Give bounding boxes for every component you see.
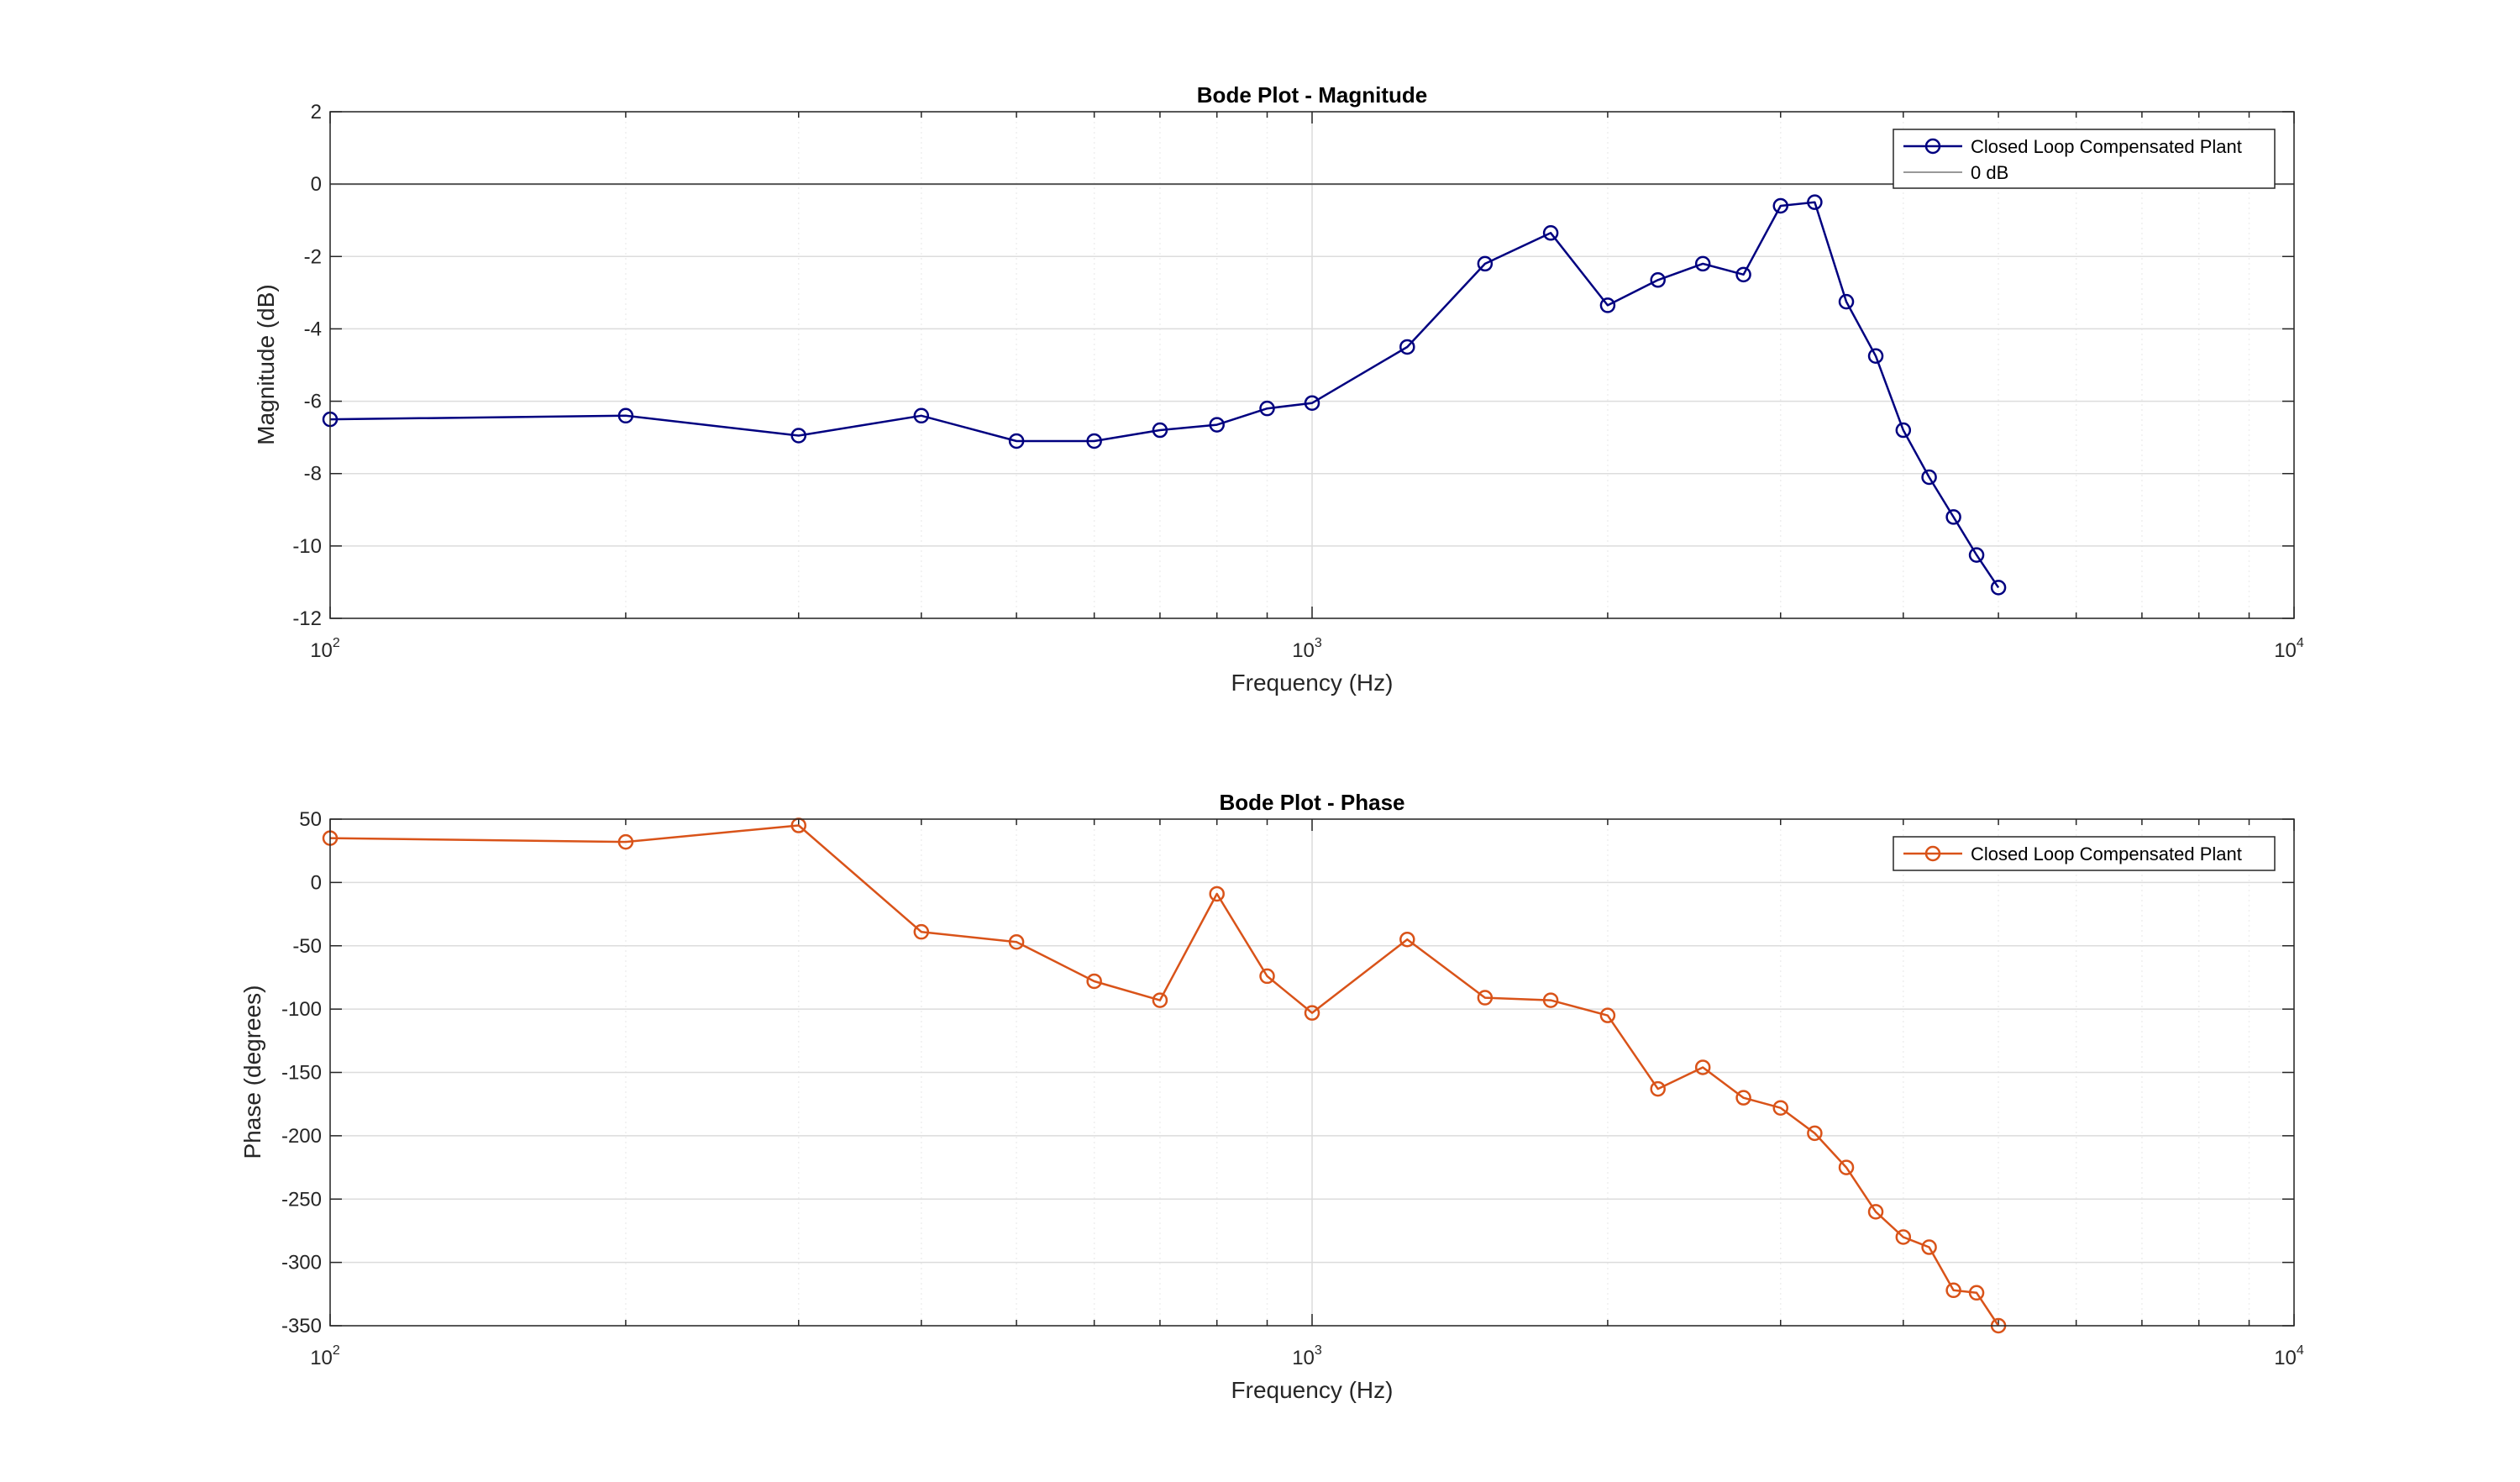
magnitude-data-point [1895, 422, 1912, 439]
phase-data-point [1838, 1159, 1855, 1175]
magnitude-y-tick-label: -10 [292, 535, 322, 558]
phase-chart: -350 -300 -250 -200 -150 -100 -50 0 50 102 103 104… [239, 790, 2304, 1403]
magnitude-data-point [1399, 339, 1415, 355]
magnitude-minor-grid [625, 112, 2250, 618]
magnitude-data-point [1968, 547, 1985, 563]
magnitude-legend-entry-1: Closed Loop Compensated Plant [1971, 136, 2242, 157]
magnitude-y-tick-label: -6 [304, 391, 322, 413]
magnitude-data-point [1867, 348, 1884, 364]
phase-data-point [913, 923, 930, 940]
phase-axes-box [329, 818, 2295, 1327]
magnitude-legend[interactable]: Closed Loop Compensated Plant 0 dB [1893, 129, 2276, 189]
phase-data-point [1968, 1285, 1985, 1301]
phase-y-tick-label: -350 [281, 1315, 322, 1337]
phase-data-point [1542, 992, 1559, 1008]
magnitude-data-point [1945, 509, 1961, 525]
phase-x-tick-label: 104 [2274, 1343, 2304, 1369]
phase-data-point [1599, 1007, 1616, 1023]
phase-title: Bode Plot - Phase [1219, 790, 1404, 815]
phase-y-tick-label: -50 [292, 935, 322, 958]
magnitude-data-point [790, 428, 807, 444]
magnitude-data-point [1209, 417, 1225, 433]
magnitude-data-point [1259, 400, 1275, 417]
phase-data-point [1304, 1005, 1320, 1021]
phase-x-tick-label: 103 [1292, 1343, 1322, 1369]
magnitude-data-point [617, 407, 634, 424]
magnitude-data-point [1086, 433, 1102, 449]
magnitude-x-tick-label: 102 [310, 636, 340, 662]
magnitude-data-point [1650, 272, 1666, 288]
phase-y-tick-labels: -350 -300 -250 -200 -150 -100 -50 0 50 [281, 808, 322, 1337]
phase-data-point [1008, 933, 1025, 950]
phase-y-tick-label: -150 [281, 1062, 322, 1085]
phase-data-point [1735, 1090, 1751, 1106]
magnitude-series [329, 201, 2000, 589]
magnitude-data-point [1921, 469, 1937, 486]
magnitude-title: Bode Plot - Magnitude [1197, 82, 1427, 108]
magnitude-data-point [1990, 580, 2007, 596]
magnitude-data-point [1599, 297, 1616, 313]
phase-y-tick-label: -300 [281, 1252, 322, 1274]
phase-x-axis-label: Frequency (Hz) [1231, 1377, 1394, 1403]
magnitude-data-point [1008, 433, 1025, 449]
magnitude-data-point [1694, 255, 1711, 272]
magnitude-markers [322, 194, 2007, 596]
phase-legend[interactable]: Closed Loop Compensated Plant [1893, 836, 2276, 871]
magnitude-legend-entry-2: 0 dB [1971, 162, 2008, 183]
phase-y-tick-label: 0 [311, 871, 322, 894]
phase-y-tick-label: -100 [281, 998, 322, 1021]
phase-y-tick-label: -250 [281, 1188, 322, 1211]
phase-data-point [1807, 1125, 1823, 1142]
magnitude-y-tick-label: -2 [304, 245, 322, 268]
phase-data-point [1477, 990, 1494, 1006]
magnitude-y-tick-label: -12 [292, 607, 322, 630]
phase-x-tick-label: 102 [310, 1343, 340, 1369]
phase-x-tick-labels: 102 103 104 [310, 1343, 2304, 1369]
magnitude-data-point [1772, 197, 1789, 214]
phase-data-point [1772, 1100, 1789, 1116]
phase-data-point [1086, 973, 1102, 990]
magnitude-y-tick-label: -4 [304, 318, 322, 340]
phase-data-point [1209, 886, 1225, 902]
magnitude-series-line-1 [329, 201, 2000, 589]
magnitude-chart: -12 -10 -8 -6 -4 -2 0 2 102 103 104 Bode Plot - M… [253, 82, 2304, 696]
phase-data-point [1945, 1282, 1961, 1299]
magnitude-data-point [1807, 194, 1823, 210]
phase-data-point [1399, 931, 1415, 948]
magnitude-axes-box [329, 111, 2295, 619]
magnitude-y-axis-label: Magnitude (dB) [253, 284, 279, 444]
phase-legend-entry-1: Closed Loop Compensated Plant [1971, 843, 2242, 864]
phase-data-point [1259, 968, 1275, 985]
phase-y-axis-label: Phase (degrees) [239, 985, 265, 1159]
magnitude-legend-box [1893, 129, 2276, 189]
phase-y-tick-label: -200 [281, 1125, 322, 1148]
magnitude-legend-marker-series-1 [1924, 138, 1941, 155]
phase-y-tick-label: 50 [299, 808, 322, 831]
phase-data-point [617, 833, 634, 850]
magnitude-x-tick-label: 104 [2274, 636, 2304, 662]
magnitude-x-tick-label: 103 [1292, 636, 1322, 662]
magnitude-data-point [1735, 266, 1751, 283]
magnitude-y-tick-label: 2 [311, 101, 322, 124]
phase-legend-marker-series-1 [1924, 845, 1941, 862]
phase-data-point [1694, 1059, 1711, 1075]
magnitude-x-tick-labels: 102 103 104 [310, 636, 2304, 662]
phase-data-point [1650, 1080, 1666, 1097]
magnitude-data-point [1542, 225, 1559, 241]
magnitude-data-point [1304, 395, 1320, 411]
magnitude-y-tick-label: 0 [311, 173, 322, 196]
magnitude-data-point [1477, 255, 1494, 272]
magnitude-data-point [1152, 422, 1168, 439]
magnitude-y-tick-labels: -12 -10 -8 -6 -4 -2 0 2 [292, 101, 322, 630]
magnitude-data-point [1838, 293, 1855, 310]
phase-data-point [1867, 1204, 1884, 1220]
magnitude-y-tick-label: -8 [304, 463, 322, 486]
magnitude-x-axis-label: Frequency (Hz) [1231, 670, 1394, 696]
phase-data-point [1152, 992, 1168, 1008]
phase-data-point [1921, 1239, 1937, 1255]
phase-data-point [1895, 1229, 1912, 1245]
magnitude-data-point [913, 407, 930, 424]
